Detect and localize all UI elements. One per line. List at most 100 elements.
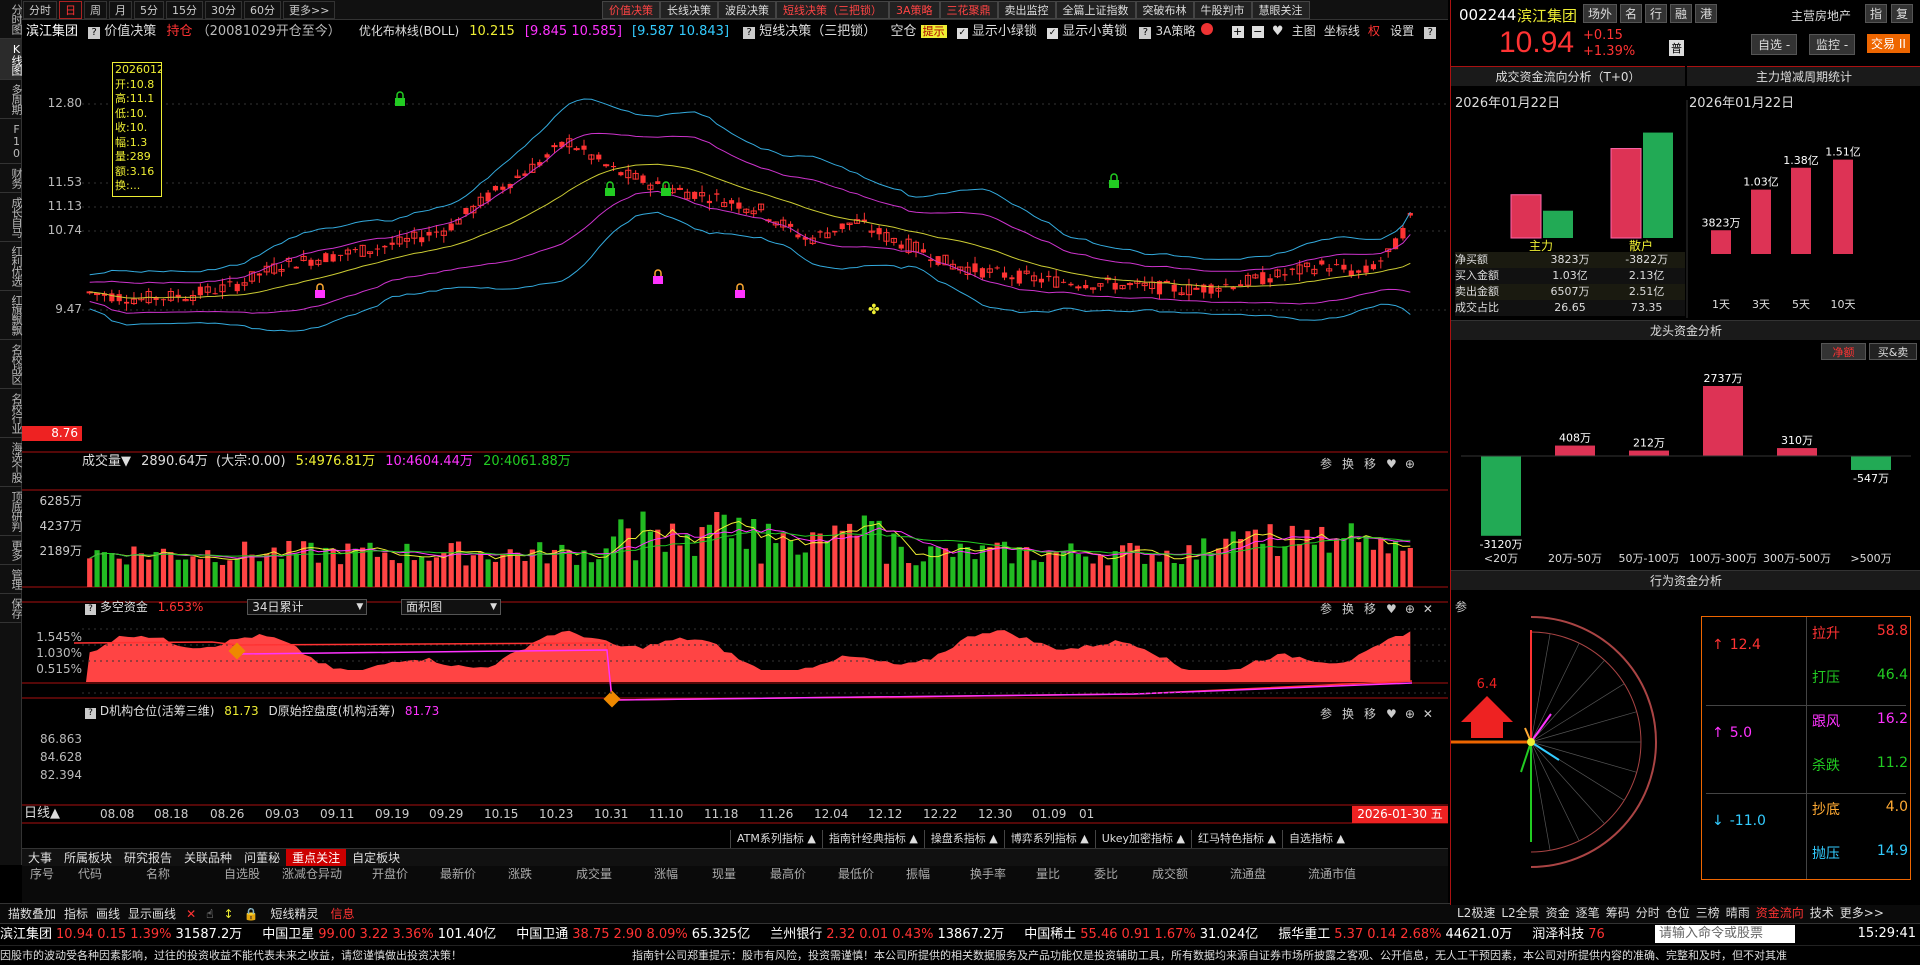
quote-tag-2[interactable]: 行 xyxy=(1645,4,1668,23)
table-col-9[interactable]: 涨幅 xyxy=(654,867,679,881)
help-icon[interactable]: ? xyxy=(1424,27,1437,39)
period-tab-5[interactable]: 15分 xyxy=(166,1,203,19)
strategy-tab-2[interactable]: 波段决策 xyxy=(718,1,776,19)
table-col-12[interactable]: 最低价 xyxy=(838,867,875,881)
strategy-tab-3[interactable]: 短线决策（三把锁） xyxy=(776,1,889,19)
tool-btn2-1[interactable]: 信息 xyxy=(330,907,355,921)
table-col-11[interactable]: 最高价 xyxy=(770,867,807,881)
bottom-tab-5[interactable]: 重点关注 xyxy=(286,849,347,867)
panel-tool-2[interactable]: 移 xyxy=(1364,707,1377,721)
checkbox-icon[interactable]: ✓ xyxy=(956,28,968,39)
table-col-14[interactable]: 换手率 xyxy=(970,867,1007,881)
right-tab-6[interactable]: 仓位 xyxy=(1665,906,1690,920)
dragon-net-btn[interactable]: 净额 xyxy=(1821,343,1866,360)
indicator-group-2[interactable]: 操盘系指标 ▲ xyxy=(923,830,1004,848)
left-tab-4[interactable]: 财务 xyxy=(0,164,23,193)
quote-tag-4[interactable]: 港 xyxy=(1695,4,1718,23)
panel-tool-0[interactable]: 参 xyxy=(1320,602,1333,616)
table-col-18[interactable]: 流通盘 xyxy=(1230,867,1267,881)
left-tab-7[interactable]: 红旗飘飘 xyxy=(0,291,23,340)
quote-tag-1[interactable]: 名 xyxy=(1620,4,1643,23)
right-adjust-btn[interactable]: 权 xyxy=(1368,24,1381,38)
kline-chart-area[interactable]: ✤ xyxy=(22,42,1448,848)
bottom-tab-0[interactable]: 大事 xyxy=(28,851,53,865)
minus-icon[interactable]: − xyxy=(1251,25,1264,38)
table-col-13[interactable]: 振幅 xyxy=(906,867,931,881)
tool-btn-0[interactable]: 描数叠加 xyxy=(8,907,57,921)
trade-btn[interactable]: 交易 ⅠⅠ xyxy=(1867,34,1910,53)
heart-icon[interactable]: ♥ xyxy=(1271,24,1284,39)
table-col-5[interactable]: 开盘价 xyxy=(372,867,409,881)
show-green-lock[interactable]: 显示小绿锁 xyxy=(971,24,1037,39)
help-icon[interactable]: ? xyxy=(85,604,96,615)
show-yellow-lock[interactable]: 显示小黄锁 xyxy=(1062,24,1128,39)
left-tab-0[interactable]: 分时图 xyxy=(0,0,23,39)
add-favorite-btn[interactable]: 自选 - xyxy=(1751,34,1798,55)
ticker-item[interactable]: 中国卫通 38.75 2.90 8.09% 65.325亿 xyxy=(516,927,750,942)
strategy-tab-6[interactable]: 卖出监控 xyxy=(997,1,1056,19)
left-tab-10[interactable]: 海选个股 xyxy=(0,438,23,487)
checkbox-icon[interactable]: ✓ xyxy=(1047,28,1059,39)
strategy-tab-0[interactable]: 价值决策 xyxy=(602,1,660,19)
panel-tool-0[interactable]: 参 xyxy=(1320,707,1333,721)
command-input[interactable]: 请输入命令或股票 xyxy=(1655,925,1795,943)
panel-tool-0[interactable]: 参 xyxy=(1320,457,1333,471)
table-col-0[interactable]: 序号 xyxy=(30,867,55,881)
panel-tool-2[interactable]: 移 xyxy=(1364,602,1377,616)
ticker-item[interactable]: 滨江集团 10.94 0.15 1.39% 31587.2万 xyxy=(0,927,242,942)
right-tab-11[interactable]: 更多>> xyxy=(1839,906,1884,920)
heart-icon[interactable]: ♥ xyxy=(1386,707,1397,721)
tool-btn-1[interactable]: 指标 xyxy=(64,907,89,921)
quote-btn-fu[interactable]: 复 xyxy=(1891,4,1914,23)
bottom-tab-6[interactable]: 自定板块 xyxy=(352,851,401,865)
a3-strategy[interactable]: 3A策略 xyxy=(1155,24,1196,38)
behav-param[interactable]: 参 xyxy=(1455,600,1468,614)
period-tab-6[interactable]: 30分 xyxy=(205,1,242,19)
ticker-item[interactable]: 润泽科技 76 xyxy=(1532,927,1605,942)
right-tab-4[interactable]: 筹码 xyxy=(1605,906,1630,920)
panel-tool-1[interactable]: 换 xyxy=(1342,602,1355,616)
table-col-7[interactable]: 涨跌 xyxy=(508,867,533,881)
bottom-tab-1[interactable]: 所属板块 xyxy=(64,851,113,865)
period-tab-8[interactable]: 更多>> xyxy=(283,1,336,19)
close-icon[interactable]: ✕ xyxy=(186,907,197,921)
help-icon[interactable]: ? xyxy=(88,27,101,39)
close-icon[interactable]: ✕ xyxy=(1422,602,1433,616)
hand-icon[interactable]: ☝ xyxy=(206,907,214,921)
zoom-icon[interactable]: ⊕ xyxy=(1404,457,1415,471)
bottom-tab-3[interactable]: 关联品种 xyxy=(184,851,233,865)
day-line-toggle[interactable]: 日线▲ xyxy=(24,806,60,821)
help-icon[interactable]: ? xyxy=(1139,27,1152,39)
help-icon[interactable]: ? xyxy=(85,708,96,719)
left-tab-11[interactable]: 顶底研判 xyxy=(0,487,23,536)
period-tab-2[interactable]: 周 xyxy=(84,1,107,19)
indicator-group-6[interactable]: 自选指标 ▲ xyxy=(1281,830,1351,848)
strategy-tab-5[interactable]: 三花聚鼎 xyxy=(939,1,998,19)
indicator-group-3[interactable]: 博弈系列指标 ▲ xyxy=(1003,830,1095,848)
tool-btn-2[interactable]: 画线 xyxy=(96,907,121,921)
short-tag[interactable]: 提示 xyxy=(920,25,947,38)
ticker-item[interactable]: 兰州银行 2.32 0.01 0.43% 13867.2万 xyxy=(770,927,1004,942)
ticker-item[interactable]: 振华重工 5.37 0.14 2.68% 44621.0万 xyxy=(1278,927,1512,942)
right-tab-10[interactable]: 技术 xyxy=(1809,906,1834,920)
table-col-1[interactable]: 代码 xyxy=(78,867,103,881)
arrows-icon[interactable]: ↕ xyxy=(223,907,234,921)
strategy-tab-7[interactable]: 全篇上证指数 xyxy=(1055,1,1136,19)
dk-dropdown-range[interactable]: 34日累计 ▼ xyxy=(247,599,368,615)
bottom-tab-4[interactable]: 问董秘 xyxy=(244,851,281,865)
help-icon[interactable]: ? xyxy=(743,27,756,39)
zoom-icon[interactable]: ⊕ xyxy=(1404,707,1415,721)
right-tab-2[interactable]: 资金 xyxy=(1545,906,1570,920)
left-tab-5[interactable]: 成长自马 xyxy=(0,193,23,242)
quote-btn-zhi[interactable]: 指 xyxy=(1865,4,1888,23)
strategy-tab-8[interactable]: 突破布林 xyxy=(1135,1,1194,19)
bottom-tab-2[interactable]: 研究报告 xyxy=(124,851,173,865)
panel-tool-1[interactable]: 换 xyxy=(1342,707,1355,721)
main-chart-btn[interactable]: 主图 xyxy=(1291,24,1316,38)
indicator-group-4[interactable]: Ukey加密指标 ▲ xyxy=(1094,830,1191,848)
heart-icon[interactable]: ♥ xyxy=(1386,457,1397,471)
left-tab-1[interactable]: K线图 xyxy=(0,39,23,80)
indicator-group-1[interactable]: 指南针经典指标 ▲ xyxy=(821,830,924,848)
table-scroll[interactable] xyxy=(22,882,1448,903)
table-col-3[interactable]: 自选股 xyxy=(224,867,261,881)
